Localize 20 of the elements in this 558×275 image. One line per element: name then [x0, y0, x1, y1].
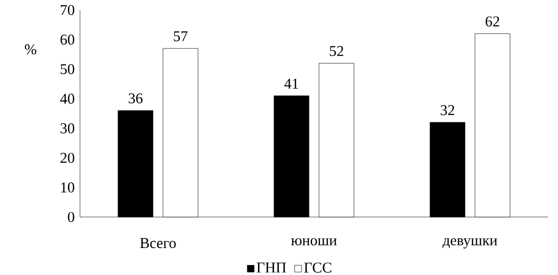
data-label: 36 [128, 93, 143, 104]
x-tick-label: девушки [442, 238, 498, 248]
y-tick-label: 30 [60, 123, 74, 134]
y-tick-label: 20 [60, 152, 74, 163]
data-label: 62 [486, 16, 500, 26]
y-tick-label: 50 [60, 64, 74, 74]
legend-label: ГНП [256, 262, 286, 272]
y-axis-title: % [24, 44, 36, 54]
data-label: 41 [284, 78, 298, 89]
x-tick-label: юноши [291, 238, 337, 246]
data-label: 32 [440, 105, 454, 116]
y-tick-label: 70 [60, 4, 74, 16]
data-label: 52 [330, 46, 344, 56]
y-tick-label: 10 [61, 182, 74, 192]
legend-label: ГСС [304, 262, 332, 273]
data-label: 57 [174, 31, 188, 42]
y-tick-label: 0 [68, 212, 74, 222]
y-tick-label: 40 [60, 94, 74, 104]
y-tick-label: 60 [60, 34, 74, 45]
x-tick-label: Всего [140, 238, 176, 248]
